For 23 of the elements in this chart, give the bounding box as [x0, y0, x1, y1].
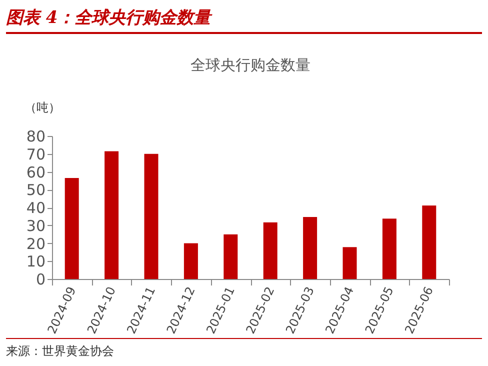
bar — [342, 247, 357, 279]
y-tick-label: 50 — [26, 181, 46, 200]
y-tick-label: 70 — [26, 145, 46, 164]
bar — [263, 222, 278, 279]
y-tick-label: 20 — [26, 234, 46, 253]
bar — [144, 154, 158, 279]
y-tick-label: 40 — [26, 199, 46, 217]
y-tick-label: 0 — [36, 270, 46, 288]
y-tick-label: 10 — [26, 252, 46, 271]
text: 图表 4：全球央行购金数量 — [6, 6, 482, 34]
y-tick-label: 30 — [26, 216, 46, 235]
bar — [184, 243, 198, 279]
y-tick-label: 60 — [26, 163, 46, 182]
bar — [104, 151, 119, 279]
chart-title: 全球央行购金数量 — [190, 56, 310, 74]
bar — [224, 234, 238, 279]
y-axis-title: （吨） — [24, 100, 60, 114]
bar — [422, 206, 436, 279]
bar — [303, 216, 318, 279]
y-tick-label: 80 — [26, 128, 46, 146]
bar — [64, 178, 79, 279]
bar — [382, 218, 396, 279]
source-note: 来源：世界黄金协会 — [6, 338, 482, 360]
